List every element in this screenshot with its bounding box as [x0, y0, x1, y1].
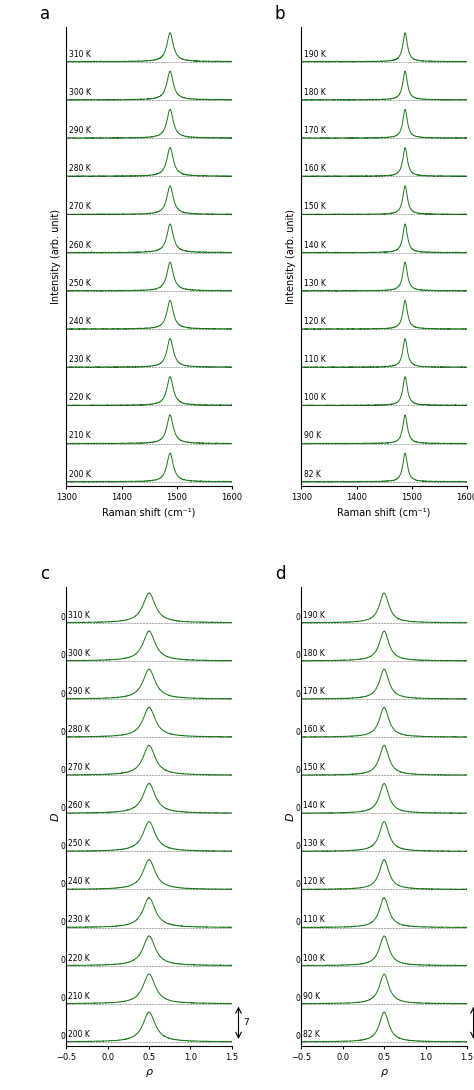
Text: 230 K: 230 K	[69, 355, 91, 364]
Text: 180 K: 180 K	[303, 88, 325, 97]
Text: 0: 0	[61, 803, 65, 813]
Text: 0: 0	[296, 766, 301, 775]
Text: 82 K: 82 K	[303, 470, 320, 479]
Text: 0: 0	[296, 614, 301, 622]
Text: 200 K: 200 K	[68, 1030, 90, 1039]
Text: 210 K: 210 K	[69, 432, 91, 440]
X-axis label: Raman shift (cm⁻¹): Raman shift (cm⁻¹)	[337, 507, 431, 517]
Text: 0: 0	[61, 614, 65, 622]
Text: b: b	[275, 4, 285, 23]
Text: 0: 0	[296, 841, 301, 851]
Text: 120 K: 120 K	[303, 317, 325, 326]
Text: 170 K: 170 K	[303, 126, 326, 135]
Text: 0: 0	[296, 690, 301, 699]
X-axis label: ρ: ρ	[146, 1067, 153, 1077]
Text: 230 K: 230 K	[68, 916, 90, 924]
Text: 220 K: 220 K	[68, 954, 90, 962]
Text: 90 K: 90 K	[303, 992, 320, 1001]
Text: 200 K: 200 K	[69, 470, 91, 479]
Text: 240 K: 240 K	[69, 317, 91, 326]
Text: 140 K: 140 K	[303, 801, 325, 810]
Text: 0: 0	[61, 841, 65, 851]
Text: 250 K: 250 K	[68, 839, 90, 848]
Text: 150 K: 150 K	[303, 763, 325, 772]
Y-axis label: Intensity (arb. unit): Intensity (arb. unit)	[51, 209, 61, 304]
Text: 280 K: 280 K	[68, 725, 90, 734]
Text: 170 K: 170 K	[303, 687, 325, 695]
Text: 240 K: 240 K	[68, 877, 90, 886]
Text: 130 K: 130 K	[303, 839, 325, 848]
Text: 260 K: 260 K	[69, 241, 91, 250]
Text: 140 K: 140 K	[303, 241, 326, 250]
Text: 310 K: 310 K	[69, 49, 91, 59]
Text: 100 K: 100 K	[303, 954, 325, 962]
X-axis label: Raman shift (cm⁻¹): Raman shift (cm⁻¹)	[102, 507, 196, 517]
Text: 0: 0	[296, 918, 301, 928]
Text: c: c	[40, 565, 49, 583]
Text: 110 K: 110 K	[303, 355, 325, 364]
Y-axis label: D: D	[51, 812, 61, 821]
Text: 300 K: 300 K	[69, 88, 91, 97]
Text: 0: 0	[61, 918, 65, 928]
Text: 100 K: 100 K	[303, 393, 326, 402]
Text: 280 K: 280 K	[69, 165, 91, 173]
Text: 190 K: 190 K	[303, 610, 325, 620]
Text: 310 K: 310 K	[68, 610, 90, 620]
Text: 0: 0	[61, 994, 65, 1004]
Text: 290 K: 290 K	[69, 126, 91, 135]
Text: 0: 0	[61, 690, 65, 699]
Text: 250 K: 250 K	[69, 279, 91, 288]
Text: 160 K: 160 K	[303, 165, 326, 173]
Text: 130 K: 130 K	[303, 279, 326, 288]
Text: 110 K: 110 K	[303, 916, 325, 924]
Text: 0: 0	[61, 728, 65, 737]
X-axis label: ρ: ρ	[381, 1067, 388, 1077]
Text: 0: 0	[61, 652, 65, 661]
Text: 0: 0	[296, 652, 301, 661]
Text: 300 K: 300 K	[68, 649, 90, 657]
Text: 0: 0	[61, 956, 65, 966]
Text: 150 K: 150 K	[303, 203, 326, 211]
Text: 120 K: 120 K	[303, 877, 325, 886]
Text: 0: 0	[61, 1032, 65, 1041]
Text: 190 K: 190 K	[303, 49, 326, 59]
Text: 0: 0	[61, 766, 65, 775]
Text: 0: 0	[296, 728, 301, 737]
Y-axis label: Intensity (arb. unit): Intensity (arb. unit)	[286, 209, 296, 304]
Text: 270 K: 270 K	[68, 763, 90, 772]
Text: 260 K: 260 K	[68, 801, 90, 810]
Text: 82 K: 82 K	[303, 1030, 320, 1039]
Text: 0: 0	[61, 880, 65, 889]
Text: 180 K: 180 K	[303, 649, 325, 657]
Text: 7: 7	[244, 1018, 249, 1027]
Text: 0: 0	[296, 803, 301, 813]
Text: a: a	[40, 4, 50, 23]
Text: 160 K: 160 K	[303, 725, 325, 734]
Y-axis label: D: D	[286, 812, 296, 821]
Text: 0: 0	[296, 956, 301, 966]
Text: 210 K: 210 K	[68, 992, 90, 1001]
Text: 270 K: 270 K	[69, 203, 91, 211]
Text: d: d	[275, 565, 285, 583]
Text: 90 K: 90 K	[303, 432, 321, 440]
Text: 0: 0	[296, 1032, 301, 1041]
Text: 290 K: 290 K	[68, 687, 90, 695]
Text: 0: 0	[296, 880, 301, 889]
Text: 0: 0	[296, 994, 301, 1004]
Text: 220 K: 220 K	[69, 393, 91, 402]
